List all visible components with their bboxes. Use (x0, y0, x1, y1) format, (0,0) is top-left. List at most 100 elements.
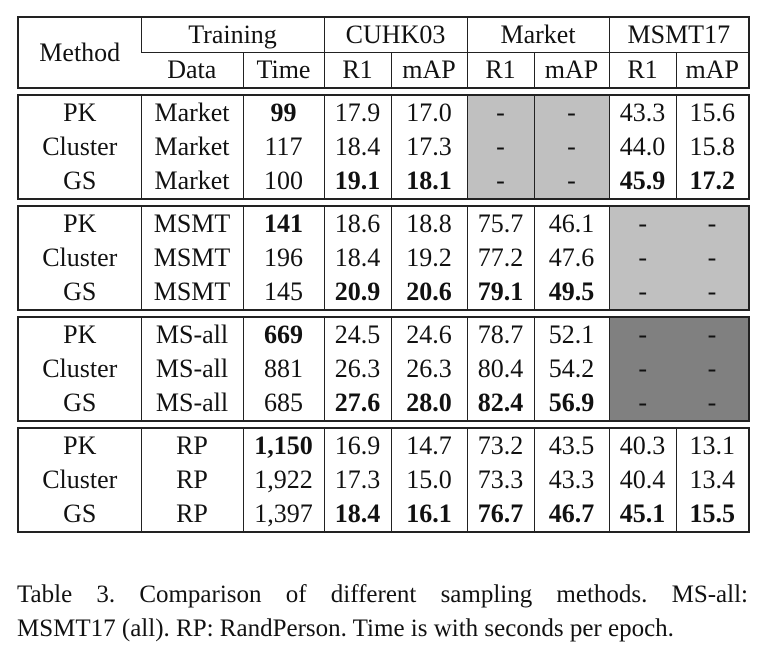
cell-cuhk-r1: 24.5 (323, 317, 391, 352)
cell-method: GS (63, 388, 97, 417)
cell-cuhk-map: 18.1 (390, 164, 467, 199)
cell-cuhk-r1: 18.4 (323, 497, 391, 532)
cell-msmt-r1: 45.9 (608, 164, 676, 199)
table-row: Cluster MS-all 881 26.3 26.3 80.4 54.2 -… (18, 352, 749, 386)
cell-market-r1: 76.7 (466, 497, 534, 532)
header-market-map: mAP (533, 52, 610, 88)
cell-data: MSMT (140, 206, 243, 241)
table-header: Method Training CUHK03 Market MSMT17 Dat… (17, 16, 751, 89)
group-msmt: PK MSMT 141 18.6 18.8 75.7 46.1 - - Clus… (17, 205, 750, 311)
cell-market-r1: 75.7 (466, 206, 534, 241)
table-row: GS MSMT 145 20.9 20.6 79.1 49.5 - - (18, 275, 749, 310)
cell-time: 141 (242, 206, 324, 241)
table-row: GS RP 1,397 18.4 16.1 76.7 46.7 45.1 15.… (18, 497, 749, 532)
results-table: Method Training CUHK03 Market MSMT17 Dat… (17, 16, 751, 533)
cell-msmt-r1: - (608, 317, 676, 352)
cell-msmt-map: 13.1 (675, 428, 749, 463)
cell-method: Cluster (42, 132, 118, 161)
cell-msmt-r1: - (608, 206, 676, 241)
header-time: Time (242, 52, 324, 88)
cell-market-map: 49.5 (533, 275, 609, 310)
header-msmt-map: mAP (675, 52, 750, 88)
group-rp: PK RP 1,150 16.9 14.7 73.2 43.5 40.3 13.… (17, 427, 750, 533)
cell-cuhk-map: 16.1 (390, 497, 467, 532)
cell-cuhk-map: 19.2 (390, 241, 467, 275)
cell-market-r1: 73.2 (466, 428, 534, 463)
cell-time: 1,922 (242, 463, 324, 497)
cell-msmt-map: - (676, 317, 749, 352)
cell-time: 685 (242, 386, 324, 421)
caption-line-1: Table 3. Comparison of different samplin… (17, 581, 748, 608)
cell-msmt-map: - (676, 206, 749, 241)
cell-cuhk-map: 18.8 (390, 206, 467, 241)
cell-time: 196 (242, 241, 324, 275)
header-market-r1: R1 (466, 52, 535, 88)
cell-msmt-map: - (676, 275, 749, 310)
cell-market-map: 56.9 (533, 386, 609, 421)
cell-data: MS-all (140, 352, 243, 386)
header-msmt17: MSMT17 (608, 17, 750, 53)
table-caption: Table 3. Comparison of different samplin… (17, 578, 748, 646)
cell-market-map: 43.3 (533, 463, 609, 497)
table-row: Cluster RP 1,922 17.3 15.0 73.3 43.3 40.… (18, 463, 749, 497)
cell-market-map: 46.7 (533, 497, 609, 532)
cell-market-map: - (533, 130, 609, 164)
cell-data: RP (140, 428, 243, 463)
cell-market-map: 54.2 (533, 352, 609, 386)
cell-method: Cluster (42, 243, 118, 272)
cell-cuhk-map: 24.6 (390, 317, 467, 352)
table-row: Cluster Market 117 18.4 17.3 - - 44.0 15… (18, 130, 749, 164)
cell-market-map: 43.5 (533, 428, 609, 463)
cell-cuhk-r1: 20.9 (323, 275, 391, 310)
cell-time: 881 (242, 352, 324, 386)
cell-cuhk-r1: 17.3 (323, 463, 391, 497)
header-market: Market (466, 17, 610, 53)
cell-cuhk-r1: 27.6 (323, 386, 391, 421)
cell-cuhk-r1: 16.9 (323, 428, 391, 463)
table-row: GS Market 100 19.1 18.1 - - 45.9 17.2 (18, 164, 749, 199)
cell-msmt-map: - (676, 241, 749, 275)
cell-market-r1: 77.2 (466, 241, 534, 275)
cell-market-r1: 79.1 (466, 275, 534, 310)
table-row: PK RP 1,150 16.9 14.7 73.2 43.5 40.3 13.… (18, 428, 749, 463)
cell-msmt-r1: - (608, 275, 676, 310)
cell-msmt-r1: 40.4 (608, 463, 676, 497)
cell-cuhk-r1: 18.4 (323, 241, 391, 275)
cell-data: MSMT (140, 241, 243, 275)
cell-time: 145 (242, 275, 324, 310)
header-method: Method (39, 37, 121, 67)
cell-cuhk-r1: 17.9 (323, 95, 391, 130)
cell-msmt-r1: 45.1 (608, 497, 676, 532)
cell-time: 1,397 (242, 497, 324, 532)
cell-data: Market (140, 95, 243, 130)
cell-data: Market (140, 164, 243, 199)
cell-msmt-map: 15.5 (675, 497, 749, 532)
cell-method: PK (63, 209, 97, 238)
group-ms-all: PK MS-all 669 24.5 24.6 78.7 52.1 - - Cl… (17, 316, 750, 422)
cell-method: GS (63, 277, 97, 306)
cell-cuhk-map: 17.0 (390, 95, 467, 130)
cell-data: MSMT (140, 275, 243, 310)
cell-cuhk-map: 17.3 (390, 130, 467, 164)
header-cuhk-r1: R1 (323, 52, 391, 88)
cell-market-map: - (533, 164, 609, 199)
cell-method: Cluster (42, 465, 118, 494)
cell-time: 669 (242, 317, 324, 352)
cell-time: 99 (242, 95, 324, 130)
cell-market-r1: - (466, 164, 534, 199)
cell-msmt-map: 15.8 (675, 130, 749, 164)
header-cuhk-map: mAP (390, 52, 468, 88)
cell-msmt-map: - (676, 352, 749, 386)
cell-msmt-r1: 43.3 (608, 95, 676, 130)
cell-method: PK (63, 98, 97, 127)
cell-cuhk-r1: 19.1 (323, 164, 391, 199)
cell-time: 100 (242, 164, 324, 199)
cell-market-map: 46.1 (533, 206, 609, 241)
cell-cuhk-r1: 18.6 (323, 206, 391, 241)
cell-market-r1: - (466, 95, 534, 130)
cell-cuhk-map: 20.6 (390, 275, 467, 310)
table-row: PK Market 99 17.9 17.0 - - 43.3 15.6 (18, 95, 749, 130)
caption-line-2: MSMT17 (all). RP: RandPerson. Time is wi… (17, 615, 674, 642)
cell-msmt-r1: - (608, 241, 676, 275)
cell-time: 117 (242, 130, 324, 164)
